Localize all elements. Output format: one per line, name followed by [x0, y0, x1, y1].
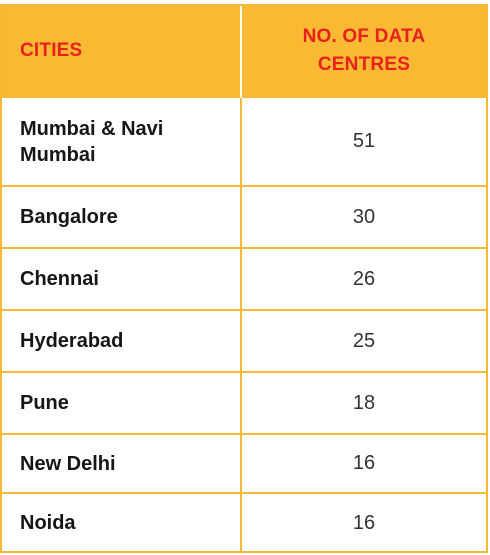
count-cell: 16 [241, 492, 486, 552]
table-row: Bangalore 30 [2, 185, 486, 248]
count-cell: 30 [241, 185, 486, 248]
city-cell: Hyderabad [2, 309, 242, 372]
city-name: Hyderabad [20, 330, 124, 352]
table-row: Mumbai & Navi Mumbai 51 [2, 96, 486, 186]
city-cell: Mumbai & Navi Mumbai [2, 96, 242, 186]
city-name: New Delhi [20, 452, 116, 475]
city-cell: New Delhi [2, 433, 242, 493]
table-row: Hyderabad 25 [2, 309, 486, 372]
city-name: Mumbai & Navi Mumbai [20, 117, 164, 166]
city-cell: Chennai [2, 247, 242, 310]
city-name: Noida [20, 512, 76, 534]
city-name: Chennai [20, 268, 99, 290]
count-cell: 25 [241, 309, 486, 372]
column-header-data-centres: NO. OF DATA CENTRES [241, 6, 486, 97]
table-row: Pune 18 [2, 371, 486, 434]
city-name: Pune [20, 392, 69, 414]
count-cell: 26 [241, 247, 486, 310]
column-header-cities: CITIES [2, 6, 242, 97]
count-cell: 18 [241, 371, 486, 434]
count-cell: 16 [241, 433, 486, 493]
data-table: CITIES NO. OF DATA CENTRES Mumbai & Navi… [2, 6, 486, 552]
table-row: Chennai 26 [2, 247, 486, 310]
city-name: Bangalore [20, 206, 118, 228]
header-row: CITIES NO. OF DATA CENTRES [2, 6, 486, 97]
city-cell: Pune [2, 371, 242, 434]
city-cell: Noida [2, 492, 242, 552]
city-cell: Bangalore [2, 185, 242, 248]
data-centres-table: CITIES NO. OF DATA CENTRES Mumbai & Navi… [0, 4, 488, 553]
table-row: Noida 16 [2, 492, 486, 552]
count-cell: 51 [241, 96, 486, 186]
table-row: New Delhi 16 [2, 433, 486, 493]
